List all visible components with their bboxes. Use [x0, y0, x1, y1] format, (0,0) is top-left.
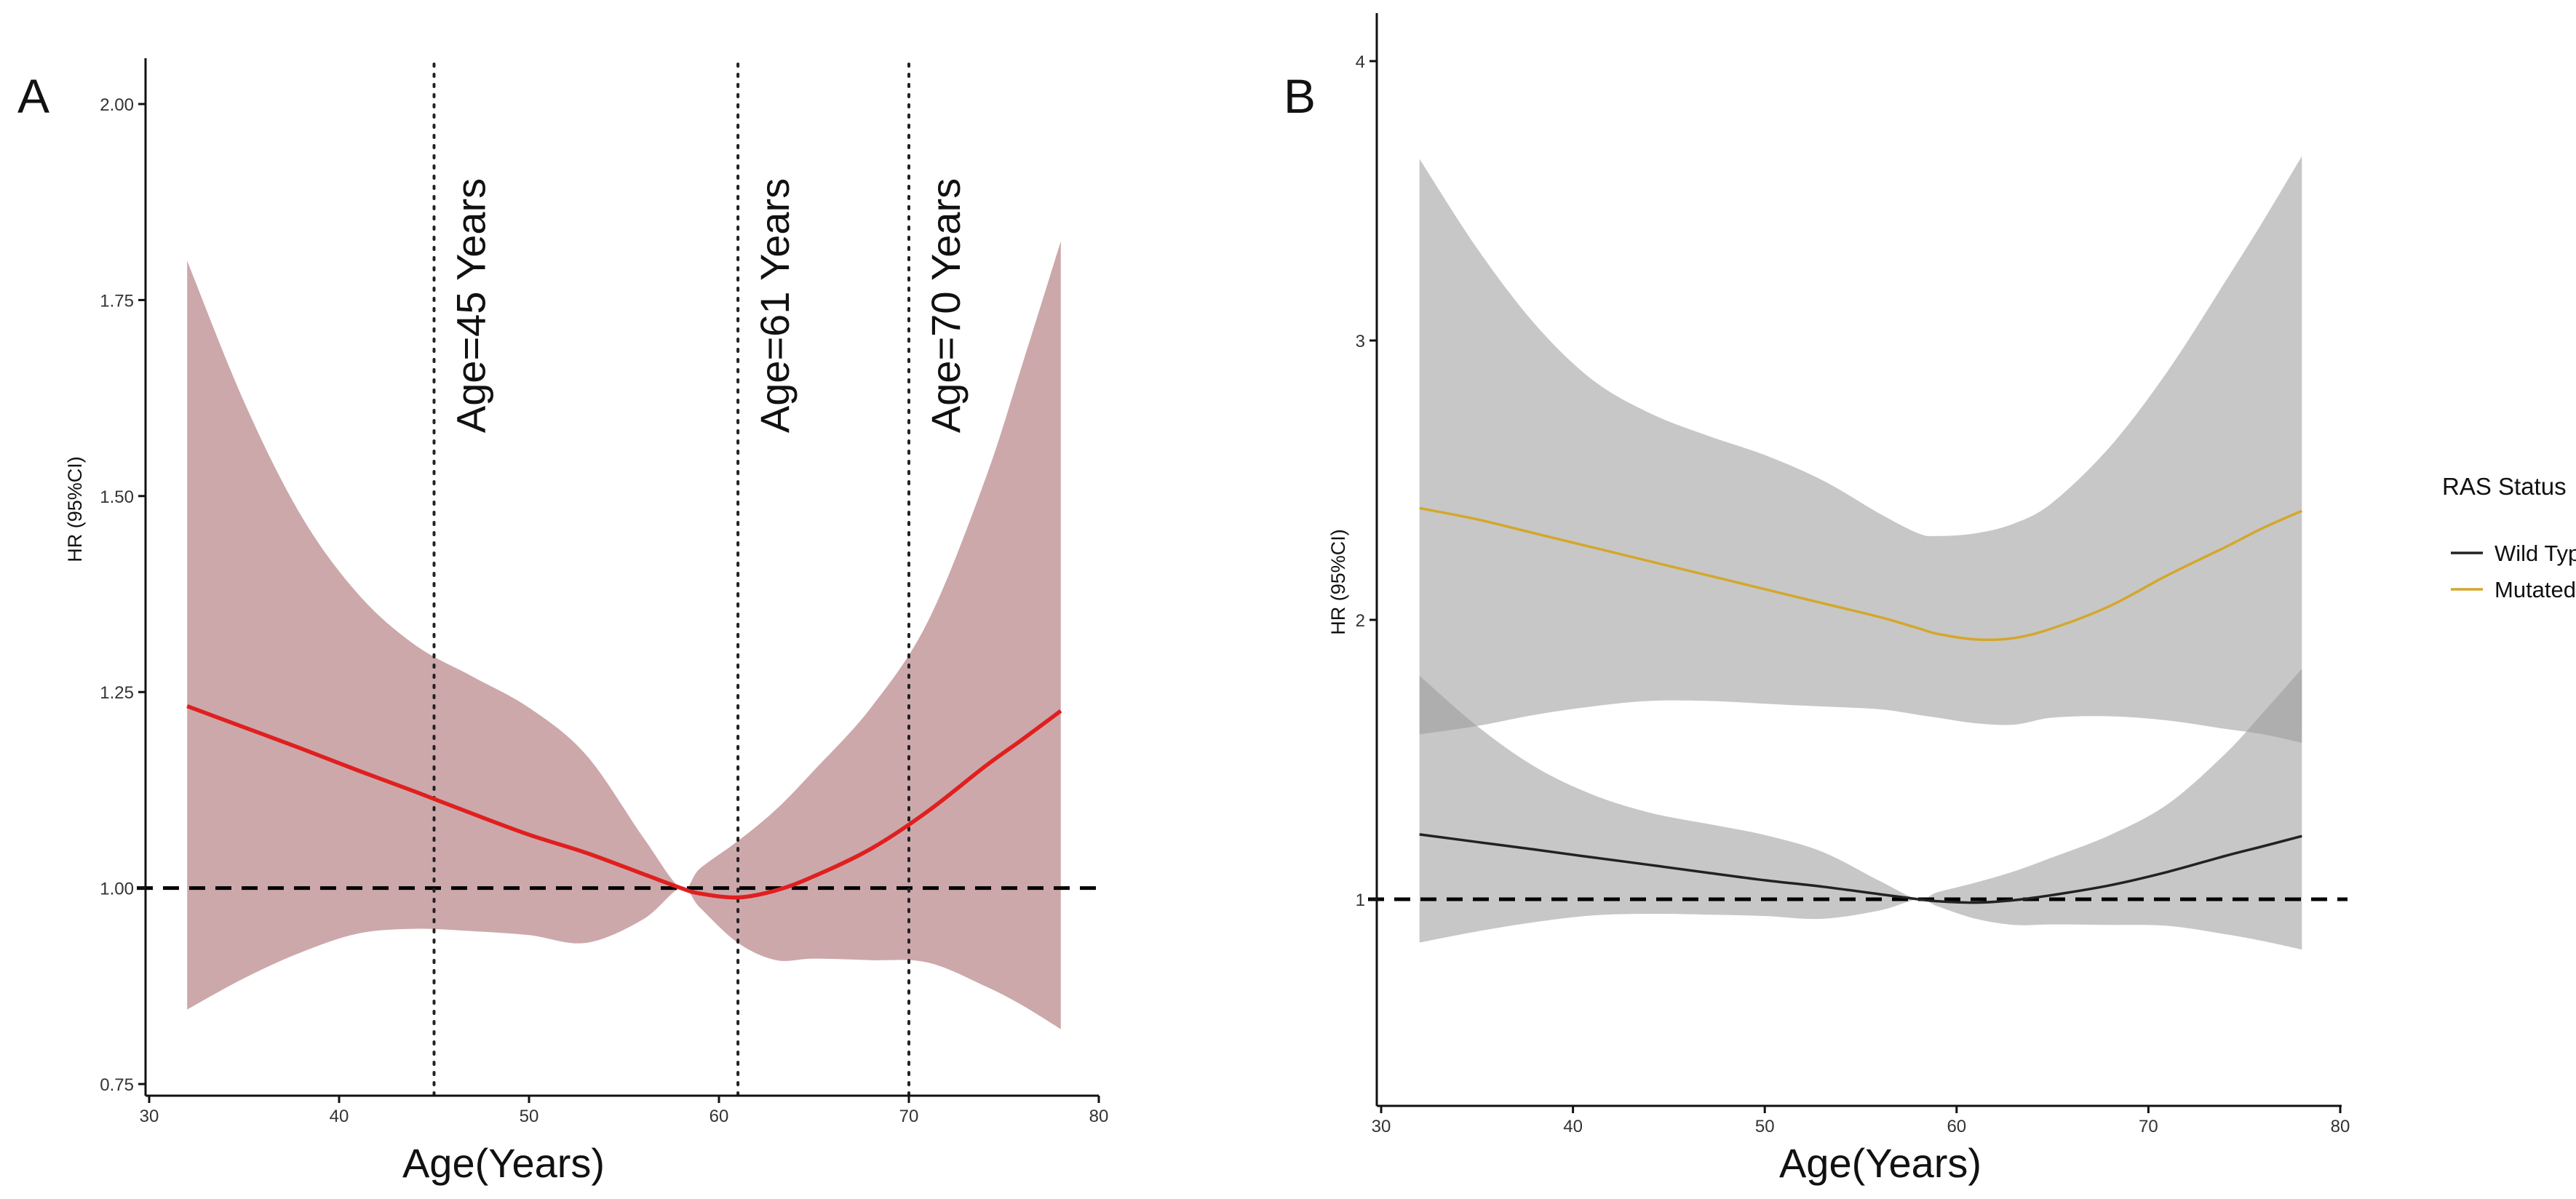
legend-label-1: Mutated [2494, 577, 2576, 602]
panel-b-series-line-0 [1419, 833, 2302, 904]
panel-b-ci-band-0 [1419, 669, 2302, 950]
panel-a-ci-band-0 [187, 241, 1061, 1029]
panel-a-x-tick-label-5: 80 [1089, 1107, 1109, 1126]
panel-a-x-axis-label: Age(Years) [402, 1140, 605, 1186]
panel-b-x-tick-label-3: 60 [1947, 1117, 1966, 1136]
panel-b-x-tick-label-5: 80 [2331, 1117, 2350, 1136]
panel-a-y-axis-label: HR (95%CI) [64, 456, 86, 562]
panel-b-x-axis-label: Age(Years) [1779, 1140, 1981, 1186]
panel-a-vline-label-45: Age=45 Years [448, 178, 494, 433]
panel-b-x-tick-label-0: 30 [1372, 1117, 1391, 1136]
panel-a-y-tick-label-1: 1.00 [100, 880, 134, 899]
panel-b-y-tick-label-0: 1 [1356, 891, 1365, 910]
panel-b-axes: 1 2 3 4 30 40 50 60 70 80 [1356, 13, 2350, 1136]
legend-items: Wild Type Mutated [2451, 541, 2576, 602]
legend-label-0: Wild Type [2494, 541, 2576, 566]
panel-a-x-tick-label-1: 40 [330, 1107, 349, 1126]
panel-b: B HR (95%CI) Age(Years) 1 2 3 4 30 40 50 60 70 80 [1284, 13, 2350, 1186]
panel-b-y-tick-label-2: 3 [1356, 332, 1365, 351]
panel-a-vline-label-70: Age=70 Years [923, 178, 969, 433]
panel-a-series-line-0 [186, 704, 1062, 900]
panel-a-label: A [17, 69, 49, 123]
panel-a-vline-layer: Age=45 Years Age=61 Years Age=70 Years [432, 63, 969, 1097]
panel-b-x-tick-label-4: 70 [2139, 1117, 2158, 1136]
panel-b-ci-band-layer [1419, 156, 2302, 950]
panel-a-y-tick-label-0: 0.75 [100, 1075, 134, 1095]
legend: RAS Status Wild Type Mutated [2442, 473, 2576, 602]
panel-b-series-layer [1419, 506, 2303, 904]
panel-b-x-tick-label-1: 40 [1563, 1117, 1583, 1136]
panel-b-ci-band-1 [1419, 156, 2302, 744]
panel-a-y-tick-label-3: 1.50 [100, 487, 134, 507]
panel-a-y-tick-label-5: 2.00 [100, 95, 134, 115]
panel-a-x-tick-label-3: 60 [709, 1107, 729, 1126]
panel-a-ci-band-layer [187, 241, 1061, 1029]
panel-a-series-layer [186, 704, 1062, 900]
panel-a-x-tick-label-0: 30 [140, 1107, 159, 1126]
panel-a-y-tick-label-4: 1.75 [100, 291, 134, 311]
panel-a-x-tick-label-2: 50 [520, 1107, 539, 1126]
panel-b-x-tick-label-2: 50 [1755, 1117, 1775, 1136]
panel-b-series-line-1 [1419, 506, 2303, 642]
legend-title: RAS Status [2442, 473, 2567, 500]
panel-b-y-tick-label-1: 2 [1356, 611, 1365, 631]
panel-b-y-axis-label: HR (95%CI) [1327, 529, 1349, 635]
panel-a-y-tick-label-2: 1.25 [100, 683, 134, 703]
panel-b-label: B [1284, 69, 1316, 123]
panel-a-x-tick-label-4: 70 [899, 1107, 919, 1126]
panel-a-vline-label-61: Age=61 Years [752, 178, 798, 433]
panel-a: A HR (95%CI) Age(Years) Age=45 Years Age=… [17, 58, 1108, 1186]
panel-a-axes: 0.75 1.00 1.25 1.50 1.75 2.00 30 40 50 60 70 80 [100, 58, 1108, 1126]
panel-b-y-tick-label-3: 4 [1356, 52, 1365, 72]
